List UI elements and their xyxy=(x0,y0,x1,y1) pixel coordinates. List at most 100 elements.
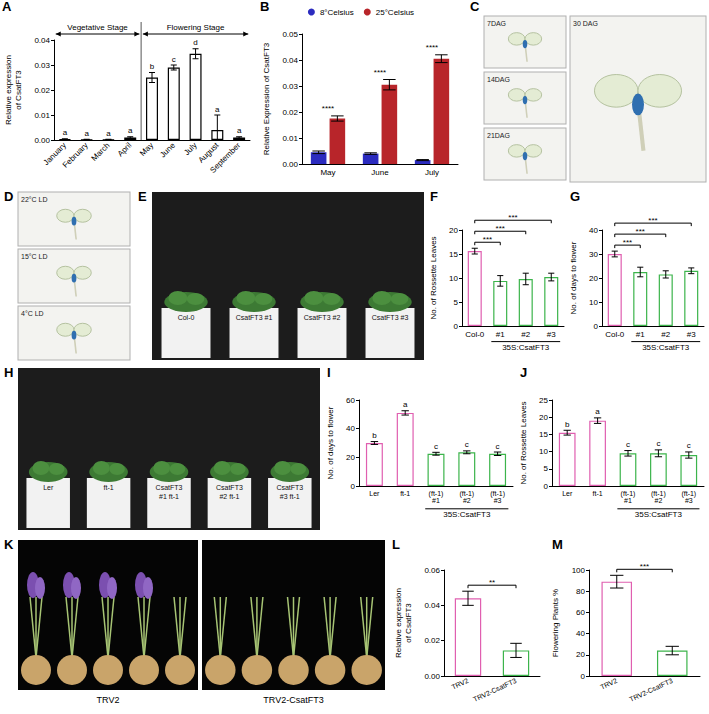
svg-text:60: 60 xyxy=(346,396,355,405)
svg-text:0.02: 0.02 xyxy=(424,636,440,645)
svg-text:0: 0 xyxy=(581,672,586,681)
svg-text:b: b xyxy=(372,431,377,440)
svg-text:20: 20 xyxy=(576,650,585,659)
svg-text:0.04: 0.04 xyxy=(282,56,298,65)
svg-text:#2 ft-1: #2 ft-1 xyxy=(219,493,239,500)
svg-text:****: **** xyxy=(426,43,438,52)
svg-text:TRV2-CsatFT3: TRV2-CsatFT3 xyxy=(263,695,323,705)
svg-text:25°Celsius: 25°Celsius xyxy=(376,8,414,17)
svg-text:TRV2: TRV2 xyxy=(599,677,618,691)
svg-text:Ler: Ler xyxy=(369,490,380,497)
svg-text:of CsatFT3: of CsatFT3 xyxy=(404,603,413,643)
svg-text:#3: #3 xyxy=(687,330,696,339)
svg-text:Col-0: Col-0 xyxy=(178,314,195,321)
svg-text:b: b xyxy=(565,420,570,429)
svg-text:No. of Rossette Leaves: No. of Rossette Leaves xyxy=(429,236,438,319)
svg-text:0.03: 0.03 xyxy=(282,82,298,91)
svg-text:21DAG: 21DAG xyxy=(487,132,510,139)
svg-text:20: 20 xyxy=(449,226,458,235)
svg-text:15: 15 xyxy=(539,430,548,439)
svg-text:TRV2-CsatFT3: TRV2-CsatFT3 xyxy=(628,677,673,703)
svg-text:****: **** xyxy=(374,68,386,77)
svg-text:7DAG: 7DAG xyxy=(487,20,506,27)
svg-text:#1: #1 xyxy=(636,330,645,339)
svg-text:TRV2: TRV2 xyxy=(450,677,469,691)
svg-text:15: 15 xyxy=(449,250,458,259)
svg-text:c: c xyxy=(656,439,660,448)
svg-text:30 DAG: 30 DAG xyxy=(573,20,598,27)
svg-text:#2: #2 xyxy=(521,330,530,339)
svg-text:0.00: 0.00 xyxy=(34,136,50,145)
svg-text:**: ** xyxy=(489,578,495,587)
svg-text:#1 ft-1: #1 ft-1 xyxy=(159,493,179,500)
svg-text:CsatFT3 #3: CsatFT3 #3 xyxy=(372,314,409,321)
svg-text:April: April xyxy=(116,141,134,159)
svg-text:100: 100 xyxy=(572,566,586,575)
svg-text:80: 80 xyxy=(576,587,585,596)
svg-text:a: a xyxy=(403,400,408,409)
svg-text:a: a xyxy=(63,128,68,137)
svg-text:Relative expression: Relative expression xyxy=(394,588,403,658)
svg-text:0: 0 xyxy=(544,482,549,491)
svg-text:25: 25 xyxy=(539,396,548,405)
svg-text:June: June xyxy=(158,140,177,159)
svg-text:Col-0: Col-0 xyxy=(605,330,625,339)
svg-text:35S:CsatFT3: 35S:CsatFT3 xyxy=(642,343,690,352)
svg-text:d: d xyxy=(193,38,197,47)
svg-text:0.02: 0.02 xyxy=(34,86,50,95)
svg-text:TRV2: TRV2 xyxy=(97,695,120,705)
svg-text:c: c xyxy=(496,442,500,451)
svg-text:c: c xyxy=(434,442,438,451)
svg-text:60: 60 xyxy=(576,608,585,617)
svg-text:a: a xyxy=(215,105,220,114)
svg-text:5: 5 xyxy=(544,464,549,473)
svg-text:c: c xyxy=(687,441,691,450)
svg-text:10: 10 xyxy=(449,274,458,283)
svg-text:***: *** xyxy=(623,238,632,247)
svg-text:Vegetative Stage: Vegetative Stage xyxy=(67,23,128,32)
svg-text:No. of Rossette Leaves: No. of Rossette Leaves xyxy=(519,401,528,484)
svg-text:4°C LD: 4°C LD xyxy=(21,310,44,317)
svg-text:CsatFT3: CsatFT3 xyxy=(216,484,243,491)
svg-text:July: July xyxy=(425,168,439,177)
svg-text:0.01: 0.01 xyxy=(282,134,298,143)
svg-text:0.03: 0.03 xyxy=(34,61,50,70)
svg-text:35S:CsatFT3: 35S:CsatFT3 xyxy=(635,510,683,519)
svg-text:a: a xyxy=(84,129,89,138)
svg-text:30: 30 xyxy=(589,250,598,259)
svg-text:40: 40 xyxy=(589,226,598,235)
svg-text:b: b xyxy=(150,62,155,71)
svg-text:15°C LD: 15°C LD xyxy=(21,253,48,260)
svg-text:September: September xyxy=(208,141,242,175)
svg-text:a: a xyxy=(595,407,600,416)
svg-text:a: a xyxy=(237,126,242,135)
svg-text:8°Celsius: 8°Celsius xyxy=(320,8,354,17)
svg-text:0.06: 0.06 xyxy=(424,566,440,575)
svg-text:CsatFT3 #2: CsatFT3 #2 xyxy=(304,314,341,321)
svg-text:Relative Expression of CsatFT3: Relative Expression of CsatFT3 xyxy=(262,42,271,155)
svg-text:20: 20 xyxy=(346,453,355,462)
svg-text:Flowering Plants %: Flowering Plants % xyxy=(551,589,560,657)
svg-text:0: 0 xyxy=(454,322,459,331)
svg-text:c: c xyxy=(465,440,469,449)
svg-text:#1: #1 xyxy=(496,330,505,339)
svg-text:0.05: 0.05 xyxy=(282,30,298,39)
svg-text:#2: #2 xyxy=(661,330,670,339)
svg-text:#2: #2 xyxy=(463,497,471,504)
svg-text:0.02: 0.02 xyxy=(282,108,298,117)
svg-text:Flowering Stage: Flowering Stage xyxy=(167,23,225,32)
svg-text:June: June xyxy=(371,168,389,177)
svg-text:10: 10 xyxy=(539,447,548,456)
svg-text:a: a xyxy=(106,129,111,138)
svg-text:ft-1: ft-1 xyxy=(104,484,114,491)
svg-text:ft-1: ft-1 xyxy=(400,490,410,497)
svg-text:***: *** xyxy=(496,224,505,233)
svg-text:c: c xyxy=(626,440,630,449)
svg-text:0.04: 0.04 xyxy=(34,36,50,45)
svg-text:TRV2-CsatFT3: TRV2-CsatFT3 xyxy=(472,677,517,703)
svg-text:No. of days to flower: No. of days to flower xyxy=(326,406,335,479)
svg-text:Relative expression: Relative expression xyxy=(4,55,13,125)
svg-text:ft-1: ft-1 xyxy=(593,490,603,497)
svg-text:May: May xyxy=(138,141,155,158)
svg-text:CsatFT3: CsatFT3 xyxy=(276,484,303,491)
